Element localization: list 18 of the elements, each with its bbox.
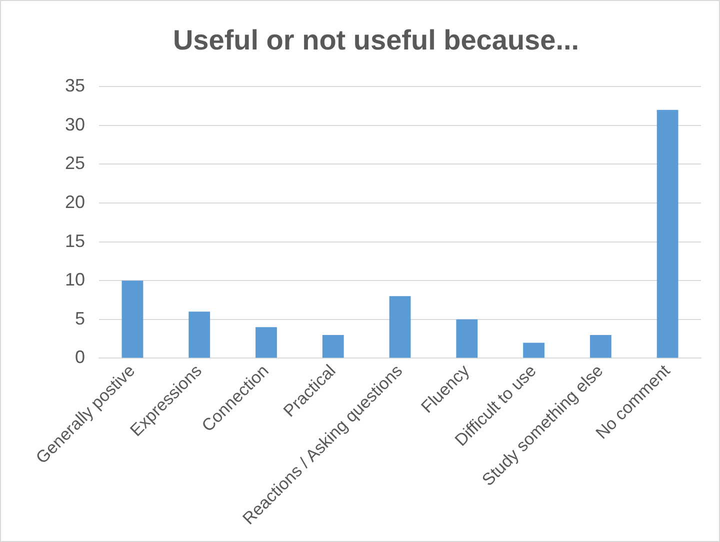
y-tick-label: 5 [75, 308, 86, 328]
chart-title: Useful or not useful because... [172, 24, 580, 56]
y-tick-label: 15 [64, 230, 86, 251]
y-tick-label: 30 [64, 114, 86, 134]
bar [188, 312, 210, 358]
bar [322, 334, 344, 358]
bar [256, 327, 277, 358]
y-tick-label: 0 [75, 347, 86, 368]
bar [456, 319, 478, 358]
bar [523, 342, 544, 358]
y-tick-label: 35 [64, 76, 86, 96]
y-tick-label: 10 [64, 270, 86, 290]
y-tick-label: 25 [64, 153, 86, 174]
bar [389, 296, 411, 358]
bar [590, 334, 612, 358]
bar [656, 110, 678, 358]
y-tick-label: 20 [64, 192, 86, 212]
bar [122, 280, 144, 358]
